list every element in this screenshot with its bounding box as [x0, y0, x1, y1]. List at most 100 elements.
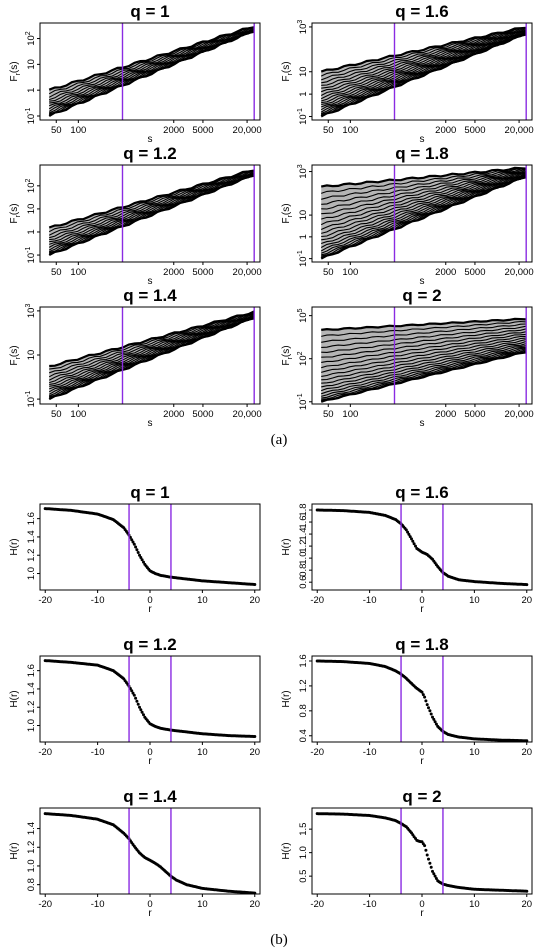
x-tick-label: -20 — [38, 595, 52, 606]
plot-frame — [39, 655, 261, 743]
x-tick-label: 0 — [419, 899, 424, 910]
y-tick-label: 10-1 — [25, 391, 37, 408]
chart-panel-b-9: q = 1.2 -20 -10 0 10 20 1.0 1.2 1.4 1.6 r H(r) — [9, 635, 261, 767]
x-axis-label: s — [420, 276, 425, 287]
chart-title: q = 2 — [402, 286, 441, 305]
x-tick-label: 2000 — [435, 409, 456, 420]
x-tick-label: -10 — [91, 899, 105, 910]
series-line — [321, 325, 527, 348]
x-tick-label: 0 — [147, 747, 152, 758]
data-point — [134, 696, 138, 700]
series-line — [320, 30, 527, 96]
data-point — [410, 537, 413, 541]
series-line — [48, 170, 255, 236]
data-point — [429, 865, 433, 869]
data-point — [130, 538, 134, 542]
series-line — [321, 317, 527, 331]
chart-title: q = 1 — [130, 483, 169, 502]
series-line — [48, 29, 255, 112]
x-tick-label: 2000 — [163, 267, 184, 278]
data-point — [136, 551, 140, 554]
chart-panel-a-5: q = 1.4 50 100 2000 5000 20,000 10-1 10 103 s Fr(s… — [9, 286, 262, 429]
series-line — [321, 331, 527, 358]
plot-data-area — [315, 508, 529, 587]
data-point — [406, 530, 410, 534]
data-point — [425, 853, 429, 857]
x-tick-label: -20 — [38, 899, 52, 910]
y-tick-label: 10 — [298, 210, 309, 221]
x-tick-label: 2000 — [435, 125, 456, 136]
y-axis-label: Fr(s) — [9, 345, 22, 365]
data-point — [138, 705, 141, 709]
series-line — [321, 338, 527, 377]
x-axis-label: r — [420, 604, 424, 615]
x-tick-label: 0 — [147, 595, 152, 606]
chart-panel-a-1: q = 1 50 100 2000 5000 20,000 10-1 1 10 102 s Fr(s) — [9, 2, 262, 145]
x-tick-label: 100 — [70, 267, 86, 278]
plot-data-area — [315, 659, 529, 742]
chart-title: q = 1.4 — [123, 787, 177, 806]
x-tick-label: 50 — [51, 267, 62, 278]
chart-panel-a-4: q = 1.8 50 100 2000 5000 20,000 10-1 1 10 103 s Fr(… — [281, 144, 534, 287]
series-line — [320, 32, 527, 111]
series-line — [48, 173, 255, 251]
x-tick-label: 20,000 — [233, 125, 262, 136]
data-point — [253, 891, 257, 894]
y-tick-label: 1.2 — [26, 841, 37, 854]
chart-title: q = 1.6 — [395, 483, 448, 502]
y-tick-label: 103 — [25, 304, 37, 319]
data-point — [431, 715, 434, 719]
data-point — [433, 720, 437, 724]
series-line — [48, 29, 255, 110]
plot-frame — [39, 22, 261, 121]
data-point — [427, 857, 430, 861]
series-line — [321, 333, 527, 363]
y-tick-label: 10-1 — [297, 393, 309, 410]
x-tick-label: 50 — [323, 125, 334, 136]
data-point — [142, 713, 145, 717]
data-point — [138, 553, 141, 557]
series-line — [320, 30, 527, 100]
y-tick-label: 1.0 — [298, 846, 309, 859]
x-tick-label: -20 — [38, 747, 52, 758]
plot-frame — [311, 164, 533, 263]
series-line — [320, 174, 527, 254]
y-tick-label: 10-1 — [297, 250, 309, 267]
series-line — [321, 320, 527, 337]
y-axis-label: Fr(s) — [281, 61, 294, 81]
x-tick-label: 20,000 — [505, 125, 534, 136]
y-tick-label: 1.2 — [298, 539, 309, 552]
data-point — [140, 710, 144, 714]
data-point — [407, 532, 411, 536]
data-point — [433, 874, 437, 878]
x-tick-label: 20,000 — [505, 267, 534, 278]
y-tick-label: 103 — [297, 164, 309, 179]
x-tick-label: -10 — [363, 899, 377, 910]
series-line — [321, 340, 527, 381]
chart-title: q = 1.2 — [123, 144, 176, 163]
x-tick-label: -10 — [91, 595, 105, 606]
chart-panel-b-11: q = 1.4 -20 -10 0 10 20 0.8 1.0 1.2 1.4 r H(r) — [9, 787, 261, 919]
data-point — [140, 558, 144, 562]
x-tick-label: -20 — [310, 899, 324, 910]
series-line — [48, 313, 255, 381]
x-tick-label: -20 — [310, 595, 324, 606]
y-tick-label: 103 — [297, 20, 309, 35]
series-line — [49, 170, 255, 239]
data-point — [420, 690, 424, 694]
series-line — [321, 29, 527, 102]
y-axis-label: H(r) — [9, 842, 20, 859]
x-tick-label: 5000 — [464, 125, 485, 136]
plot-data-area — [320, 317, 527, 403]
data-point — [408, 535, 412, 539]
y-tick-label: 1.6 — [298, 654, 309, 667]
y-tick-label: 10-1 — [25, 247, 37, 264]
series-line — [321, 171, 527, 220]
x-axis-label: r — [420, 756, 424, 767]
y-tick-label: 1 — [298, 234, 309, 239]
y-tick-label: 1.2 — [26, 549, 37, 562]
x-axis-label: s — [148, 276, 153, 287]
x-tick-label: 20 — [249, 747, 260, 758]
y-tick-label: 1.4 — [298, 527, 309, 540]
